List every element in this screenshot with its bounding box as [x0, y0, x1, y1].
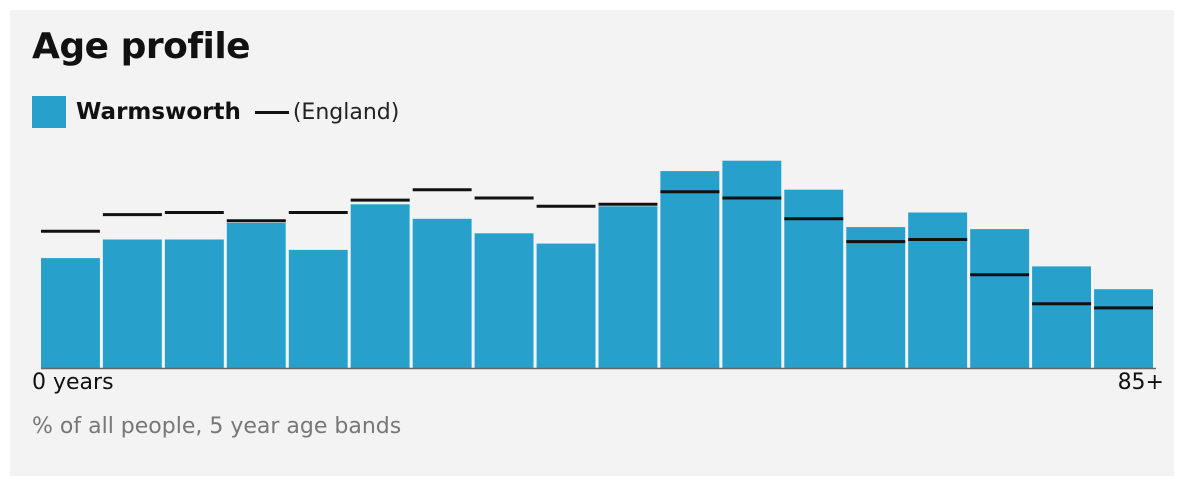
bar-25-29	[350, 204, 410, 368]
x-axis-end-label: 85+	[1117, 370, 1164, 395]
bar-15-19	[226, 222, 286, 368]
chart-caption: % of all people, 5 year age bands	[32, 414, 402, 439]
bar-10-14	[164, 239, 224, 368]
bar-0-4	[41, 258, 100, 368]
legend-dash-secondary	[254, 110, 289, 114]
bar-55-59	[722, 160, 782, 368]
bar-70-74	[908, 212, 968, 368]
legend-label-secondary: (England)	[292, 99, 400, 125]
legend-swatch-primary	[32, 96, 66, 128]
bar-5-9	[102, 239, 162, 368]
bar-35-39	[474, 233, 534, 368]
bar-45-49	[598, 206, 658, 368]
bar-65-69	[846, 227, 906, 368]
bar-30-34	[412, 218, 472, 368]
legend-label-primary: Warmsworth	[76, 99, 241, 125]
bar-50-54	[660, 171, 720, 368]
bar-40-44	[536, 243, 596, 368]
x-axis-start-label: 0 years	[32, 370, 114, 395]
bar-60-64	[784, 189, 844, 368]
bar-85+	[1094, 289, 1153, 368]
bar-80-84	[1032, 266, 1091, 368]
legend: Warmsworth (England)	[32, 96, 399, 128]
chart-title: Age profile	[32, 26, 251, 67]
bar-75-79	[970, 229, 1030, 368]
bar-20-24	[288, 249, 348, 368]
